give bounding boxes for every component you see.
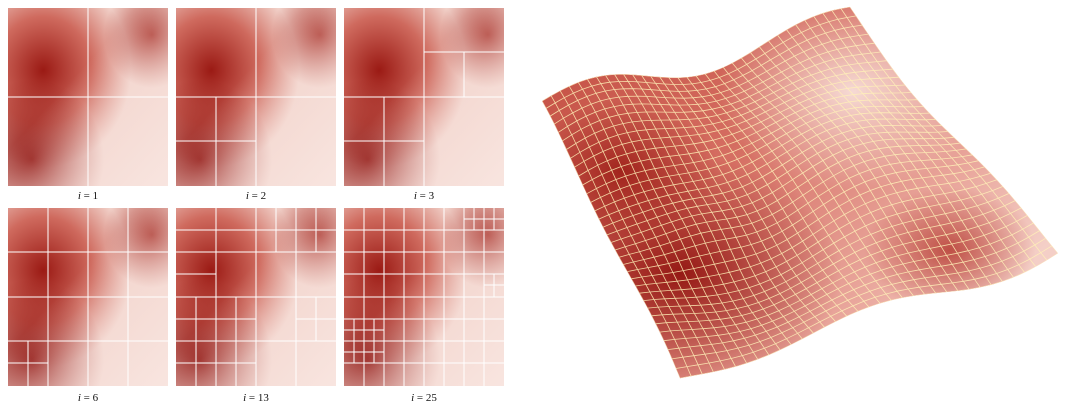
- subdivision-grid: [344, 8, 504, 186]
- subdivision-grid: [176, 8, 336, 186]
- panel-1-iteration-symbol: i: [77, 190, 81, 202]
- mesh-line: [840, 8, 1048, 261]
- panel-5-iteration-value: 13: [257, 392, 269, 404]
- mesh-line: [777, 34, 970, 290]
- heightmap-panel-5-image: [176, 208, 336, 386]
- mesh-line: [647, 193, 1010, 309]
- mesh-line: [786, 29, 981, 288]
- mesh-line: [655, 207, 1022, 325]
- panel-2-iteration-symbol: i: [245, 190, 249, 202]
- mesh-line: [731, 62, 914, 297]
- heightmap-panel-5: [176, 208, 336, 386]
- mesh-line: [659, 215, 1028, 333]
- mesh-line: [623, 154, 973, 265]
- panel-5-caption: i = 13: [243, 392, 269, 404]
- mesh-line: [831, 10, 1037, 268]
- heightmap-panel-2-image: [176, 8, 336, 186]
- mesh-line: [795, 24, 992, 286]
- panel-4-iteration-symbol: i: [77, 392, 81, 404]
- mesh-line: [822, 12, 1025, 273]
- mesh-line: [631, 166, 985, 280]
- heightmap-panel-6-image: [344, 208, 504, 386]
- panel-6-iteration-symbol: i: [411, 392, 415, 404]
- mesh-line: [722, 67, 903, 299]
- heightmap-panel-4-image: [8, 208, 168, 386]
- panel-6-caption: i = 25: [411, 392, 437, 404]
- mesh-line: [804, 19, 1003, 282]
- mesh-line: [610, 136, 955, 243]
- panel-3-caption: i = 3: [413, 190, 435, 202]
- panel-6-iteration-value: 25: [425, 392, 437, 404]
- terrain-mesh-3d: [530, 5, 1068, 400]
- mesh-line: [713, 70, 892, 301]
- panel-2-iteration-value: 2: [260, 190, 267, 202]
- mesh-line: [643, 186, 1004, 301]
- mesh-line: [679, 252, 1058, 379]
- subdivision-grid: [8, 8, 168, 186]
- mesh-line: [667, 230, 1040, 350]
- heightmap-panel-1: [8, 8, 168, 186]
- heightmap-panel-6: [344, 208, 504, 386]
- heightmap-panel-1-image: [8, 8, 168, 186]
- subdivision-grid: [8, 208, 168, 386]
- panel-5-iteration-symbol: i: [243, 392, 247, 404]
- mesh-line: [740, 57, 925, 295]
- panel-4-iteration-value: 6: [92, 392, 99, 404]
- mesh-line: [750, 52, 937, 294]
- panel-4-caption: i = 6: [77, 392, 99, 404]
- mesh-line: [614, 142, 961, 251]
- mesh-line: [627, 160, 979, 272]
- panel-1-caption: i = 1: [77, 190, 99, 202]
- panel-1-iteration-value: 1: [92, 190, 99, 202]
- mesh-line: [849, 6, 1058, 254]
- heightmap-panel-2: [176, 8, 336, 186]
- subdivision-grid: [176, 208, 336, 386]
- panel-3-iteration-value: 3: [428, 190, 435, 202]
- subdivision-grid: [344, 208, 504, 386]
- panel-3-iteration-symbol: i: [413, 190, 417, 202]
- mesh-line: [813, 16, 1014, 278]
- mesh-line: [768, 40, 959, 292]
- terrain-wireframe: [542, 6, 1058, 379]
- mesh-line: [651, 200, 1016, 317]
- heightmap-panel-3: [344, 8, 504, 186]
- mesh-line: [618, 148, 967, 258]
- mesh-line: [635, 172, 991, 287]
- mesh-line: [759, 46, 948, 293]
- mesh-line: [663, 222, 1034, 342]
- mesh-line: [704, 73, 881, 304]
- panel-2-caption: i = 2: [245, 190, 267, 202]
- heightmap-panel-4: [8, 208, 168, 386]
- mesh-line: [639, 179, 997, 294]
- mesh-line: [671, 237, 1047, 360]
- terrain-mesh-image: [542, 6, 1058, 379]
- mesh-line: [675, 245, 1053, 369]
- heightmap-panel-3-image: [344, 8, 504, 186]
